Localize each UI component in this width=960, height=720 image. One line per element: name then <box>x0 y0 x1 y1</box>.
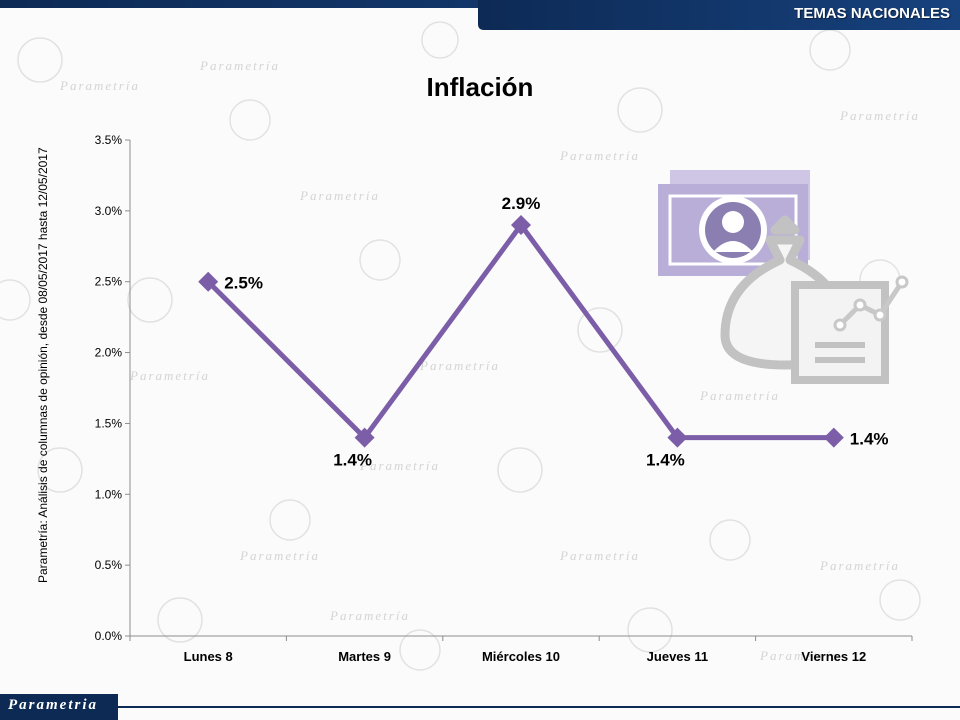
y-tick-label: 3.0% <box>95 204 123 218</box>
svg-text:Parametría: Parametría <box>839 108 920 123</box>
svg-text:Parametría: Parametría <box>559 548 640 563</box>
data-point <box>198 271 219 292</box>
growth-chart-icon <box>791 275 909 384</box>
chart-title: Inflación <box>426 72 534 102</box>
data-point <box>823 427 844 448</box>
svg-text:Parametría: Parametría <box>239 548 320 563</box>
x-axis-ticks: Lunes 8 Martes 9 Miércoles 10 Jueves 11 Vier… <box>129 636 913 664</box>
svg-text:Parametría: Parametría <box>819 558 900 573</box>
x-tick-label: Jueves 11 <box>647 649 708 664</box>
footer-line <box>118 706 960 708</box>
chart-axes <box>129 140 912 637</box>
data-label: 1.4% <box>850 430 889 449</box>
y-tick-label: 2.0% <box>95 346 123 360</box>
svg-text:Parametría: Parametría <box>359 458 440 473</box>
svg-text:Parametría: Parametría <box>129 368 210 383</box>
y-tick-label: 0.0% <box>95 629 123 643</box>
data-label: 2.9% <box>502 194 541 213</box>
x-tick-label: Viernes 12 <box>801 649 866 664</box>
x-tick-label: Martes 9 <box>338 649 391 664</box>
data-label: 1.4% <box>646 451 685 470</box>
inflation-series <box>198 215 844 448</box>
svg-text:Parametría: Parametría <box>59 78 140 93</box>
money-illustration <box>658 170 909 384</box>
svg-text:Parametría: Parametría <box>699 388 780 403</box>
svg-text:Parametría: Parametría <box>559 148 640 163</box>
y-tick-label: 3.5% <box>95 133 123 147</box>
x-tick-label: Lunes 8 <box>184 649 233 664</box>
svg-text:Parametría: Parametría <box>199 58 280 73</box>
x-tick-label: Miércoles 10 <box>482 649 560 664</box>
data-point <box>354 427 375 448</box>
parametria-logo: Parametria <box>0 694 118 720</box>
y-tick-label: 0.5% <box>95 558 123 572</box>
data-labels: 2.5% 1.4% 2.9% 1.4% 1.4% <box>224 194 888 470</box>
data-point <box>667 427 688 448</box>
logo-text: Parametria <box>8 697 98 713</box>
y-axis-ticks: 0.0% 0.5% 1.0% 1.5% 2.0% 2.5% 3.0% 3.5% <box>95 133 130 643</box>
data-label: 1.4% <box>333 451 372 470</box>
y-tick-label: 1.0% <box>95 487 123 501</box>
svg-text:Parametría: Parametría <box>759 648 840 663</box>
svg-text:Parametría: Parametría <box>419 358 500 373</box>
svg-text:Parametría: Parametría <box>329 608 410 623</box>
series-line <box>206 222 834 441</box>
data-point <box>511 215 531 236</box>
header-bar <box>0 0 960 30</box>
svg-text:Parametría: Parametría <box>299 188 380 203</box>
y-tick-label: 1.5% <box>95 416 123 430</box>
data-label: 2.5% <box>224 274 263 293</box>
y-tick-label: 2.5% <box>95 275 123 289</box>
section-title: TEMAS NACIONALES <box>794 5 950 22</box>
